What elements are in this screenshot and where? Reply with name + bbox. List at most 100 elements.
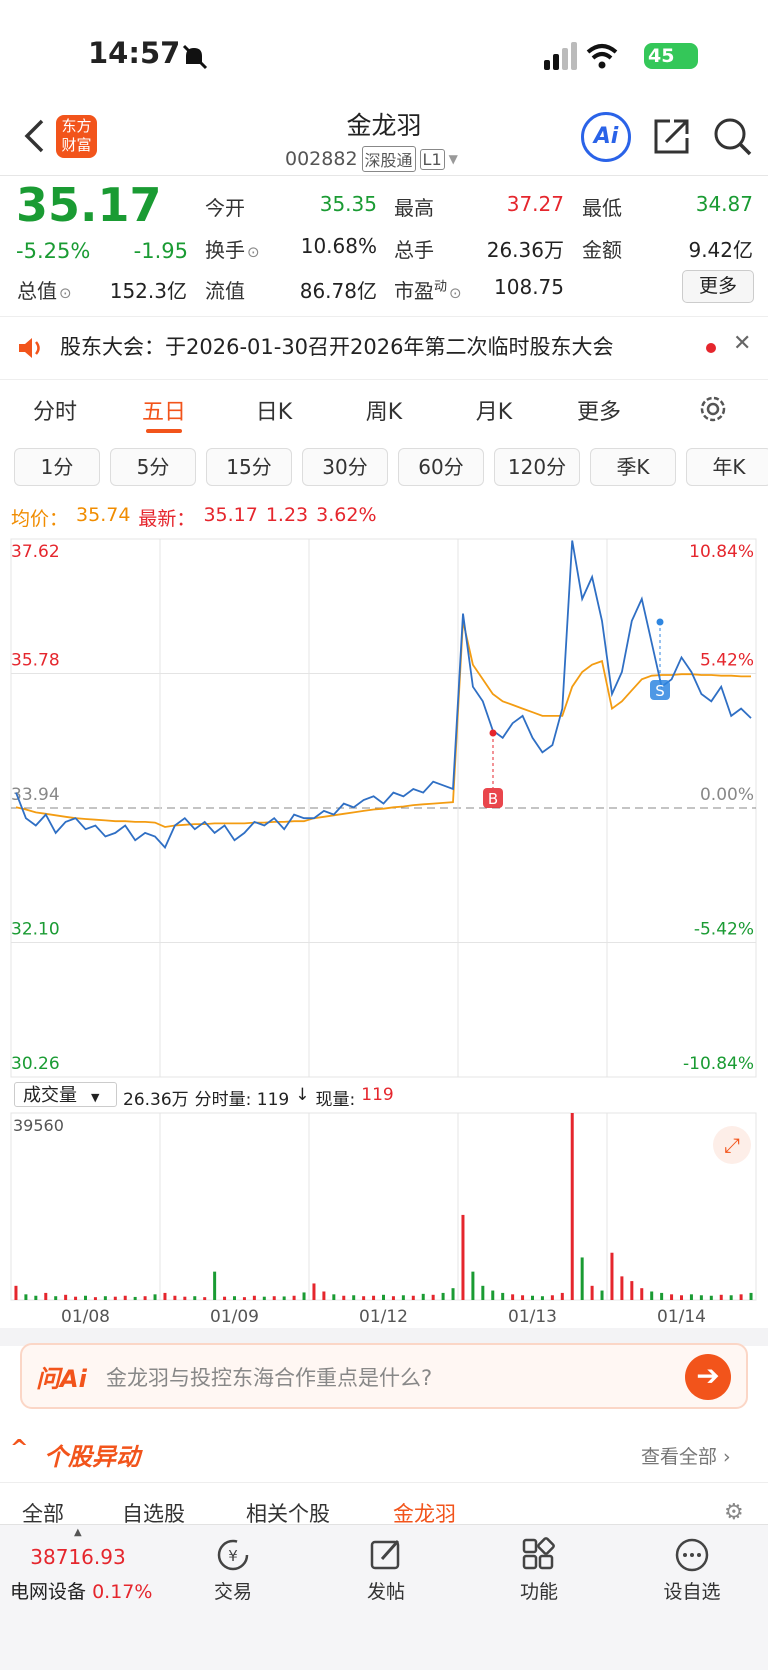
battery: 45 bbox=[644, 43, 698, 69]
logo: 东方 财富 bbox=[56, 115, 97, 158]
close-button[interactable]: ✕ bbox=[733, 331, 752, 356]
info-icon[interactable]: ⊙ bbox=[449, 284, 462, 302]
section-tab[interactable]: 相关个股 bbox=[246, 1502, 330, 1526]
period-button[interactable]: 年K bbox=[686, 448, 768, 486]
change-pct: -5.25% bbox=[16, 239, 91, 263]
volume-bar bbox=[471, 1271, 475, 1300]
speaker-icon bbox=[19, 338, 40, 358]
price: 35.17 bbox=[16, 178, 162, 232]
tab[interactable]: 分时 bbox=[32, 400, 78, 425]
tab[interactable]: 月K bbox=[475, 400, 513, 425]
path bbox=[19, 338, 32, 358]
section-settings[interactable]: ⚙ bbox=[724, 1500, 744, 1525]
text: ¥ bbox=[228, 1547, 238, 1565]
stat-label: 市盈动 ⊙ bbox=[394, 275, 462, 304]
volume-bar bbox=[143, 1296, 147, 1300]
volume-bar bbox=[153, 1294, 157, 1300]
ask-box[interactable]: 问Ai 金龙羽与投控东海合作重点是什么? ➔ bbox=[20, 1343, 748, 1409]
info-item: 最新： bbox=[138, 508, 196, 530]
tab[interactable]: 周K bbox=[365, 400, 403, 425]
volume-bar bbox=[640, 1288, 644, 1300]
stat-value: 26.36万 bbox=[486, 238, 564, 262]
expand-button[interactable]: ⤢ bbox=[713, 1126, 751, 1164]
circle bbox=[706, 402, 720, 416]
volume-bar bbox=[620, 1276, 624, 1300]
volume-bar bbox=[481, 1285, 485, 1300]
period-button[interactable]: 30分 bbox=[302, 448, 388, 486]
volume-frame bbox=[10, 1112, 757, 1301]
period-button[interactable]: 1分 bbox=[14, 448, 100, 486]
stat-label: 今开 bbox=[205, 192, 245, 221]
tab[interactable]: 五日 bbox=[141, 400, 187, 425]
change: -1.95 bbox=[133, 239, 188, 263]
dropdown-arrow[interactable]: ▼ bbox=[448, 152, 458, 166]
volume-bar bbox=[600, 1290, 604, 1300]
see-all[interactable]: 查看全部 › bbox=[641, 1446, 731, 1468]
section-tab[interactable]: 全部 bbox=[22, 1502, 64, 1526]
info-icon[interactable]: ⊙ bbox=[59, 284, 72, 302]
path bbox=[24, 119, 44, 153]
stat-label: 金额 bbox=[582, 234, 622, 263]
line bbox=[182, 44, 208, 70]
ask-submit[interactable]: ➔ bbox=[685, 1354, 731, 1400]
back-button[interactable] bbox=[22, 118, 46, 154]
path bbox=[654, 119, 689, 154]
line bbox=[738, 142, 752, 156]
collapse-icon[interactable]: ^ bbox=[10, 1436, 29, 1461]
nav-item[interactable]: 功能 bbox=[519, 1581, 559, 1603]
index-line[interactable]: 电网设备 0.17% bbox=[10, 1577, 152, 1604]
now-label: 现量: bbox=[315, 1090, 356, 1110]
ask-placeholder: 金龙羽与投控东海合作重点是什么? bbox=[106, 1366, 433, 1390]
tick-volume: 分时量: 119 bbox=[194, 1090, 290, 1110]
volume-bar bbox=[123, 1295, 127, 1300]
volume-bar bbox=[580, 1257, 584, 1300]
volume-bar bbox=[133, 1296, 137, 1300]
path bbox=[380, 1540, 400, 1560]
share-button[interactable] bbox=[652, 116, 692, 156]
section-tab[interactable]: 自选股 bbox=[122, 1502, 185, 1526]
search-button[interactable] bbox=[712, 116, 754, 158]
period-button[interactable]: 120分 bbox=[494, 448, 580, 486]
ai-button[interactable]: Ai bbox=[581, 112, 631, 162]
volume-bar bbox=[531, 1295, 534, 1300]
nav-item[interactable]: 交易 bbox=[213, 1581, 253, 1603]
period-button[interactable]: 季K bbox=[590, 448, 676, 486]
marker-dot bbox=[656, 618, 664, 626]
tab[interactable]: 日K bbox=[255, 400, 293, 425]
stat-value: 108.75 bbox=[494, 275, 564, 299]
tab[interactable]: 更多 bbox=[576, 400, 622, 425]
period-button[interactable]: 60分 bbox=[398, 448, 484, 486]
notice-bar[interactable]: 股东大会：于2026-01-30召开2026年第二次临时股东大会 ✕ bbox=[0, 316, 768, 380]
volume-bar bbox=[302, 1292, 306, 1300]
nav-item[interactable]: 设自选 bbox=[663, 1581, 721, 1603]
period-button[interactable]: 15分 bbox=[206, 448, 292, 486]
nav-item[interactable]: 发帖 bbox=[366, 1581, 406, 1603]
period-button[interactable]: 5分 bbox=[110, 448, 196, 486]
volume-bar bbox=[550, 1295, 554, 1300]
y-tick-label: 35.78 bbox=[11, 651, 60, 671]
logo-line: 财富 bbox=[61, 136, 92, 154]
volume-bar bbox=[749, 1292, 753, 1300]
y-tick-label: 30.26 bbox=[11, 1054, 60, 1074]
section-tab[interactable]: 金龙羽 bbox=[393, 1502, 456, 1526]
see-all-text: 查看全部 bbox=[641, 1446, 718, 1468]
volume-selector[interactable]: 成交量 ▼ bbox=[14, 1082, 117, 1107]
volume-bar bbox=[511, 1294, 515, 1300]
y2-tick-label: -10.84% bbox=[683, 1054, 754, 1074]
stat-value: 37.27 bbox=[506, 192, 564, 216]
rect bbox=[538, 1554, 554, 1570]
stat-label-text: 总手 bbox=[394, 238, 434, 262]
volume-bar bbox=[421, 1293, 425, 1300]
more-button[interactable]: 更多 bbox=[682, 270, 754, 303]
volume-bar bbox=[660, 1292, 664, 1300]
index-value[interactable]: 38716.93 bbox=[30, 1545, 126, 1569]
path bbox=[591, 52, 613, 60]
stat-label-text: 流值 bbox=[205, 279, 245, 303]
info-icon[interactable]: ⊙ bbox=[247, 243, 260, 261]
settings-icon[interactable] bbox=[697, 393, 729, 425]
status-icons bbox=[544, 42, 618, 70]
volume-bar bbox=[650, 1291, 654, 1300]
volume-bar bbox=[362, 1296, 366, 1300]
volume-bar bbox=[411, 1295, 415, 1300]
stat-label-sup: 动 bbox=[434, 279, 448, 295]
